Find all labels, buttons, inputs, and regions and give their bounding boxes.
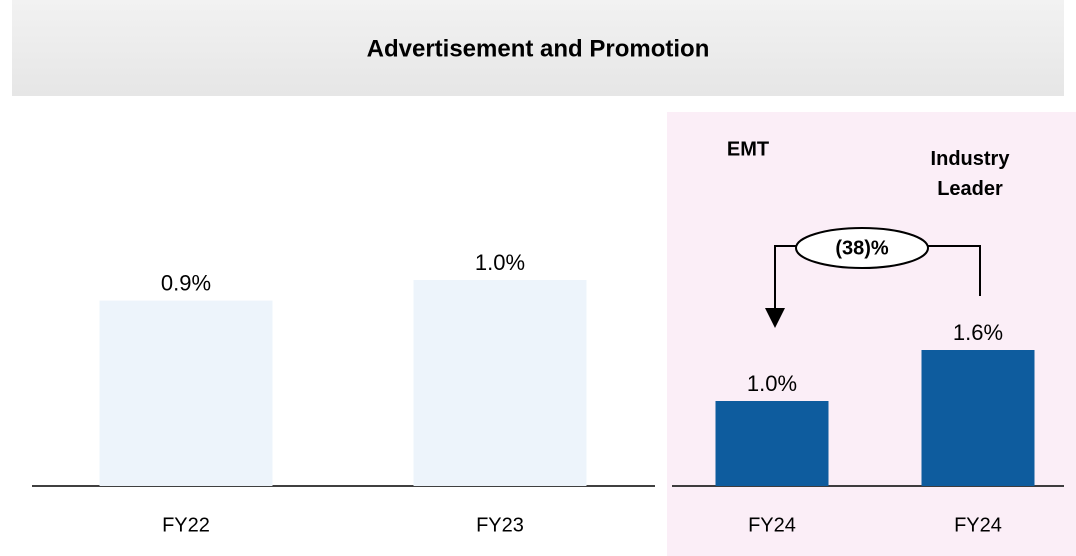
value-label: 1.0% bbox=[475, 250, 525, 275]
chart-title: Advertisement and Promotion bbox=[367, 35, 710, 62]
bar bbox=[99, 300, 273, 486]
bar bbox=[921, 350, 1035, 486]
bar bbox=[715, 401, 829, 486]
arrow bbox=[765, 245, 796, 328]
x-tick-label: FY22 bbox=[162, 514, 210, 536]
annotation: (38)% bbox=[835, 237, 889, 259]
x-tick-label: FY24 bbox=[954, 514, 1002, 536]
header-band bbox=[12, 0, 1064, 96]
callout bbox=[795, 227, 929, 269]
value-label: 0.9% bbox=[161, 270, 211, 295]
bar bbox=[413, 280, 587, 486]
x-tick-label: FY24 bbox=[748, 514, 796, 536]
annotation: Industry Leader bbox=[930, 148, 1010, 200]
value-label: 1.0% bbox=[747, 371, 797, 396]
value-label: 1.6% bbox=[953, 320, 1003, 345]
annotation: EMT bbox=[727, 138, 769, 160]
x-tick-label: FY23 bbox=[476, 514, 524, 536]
bracket bbox=[928, 245, 981, 296]
